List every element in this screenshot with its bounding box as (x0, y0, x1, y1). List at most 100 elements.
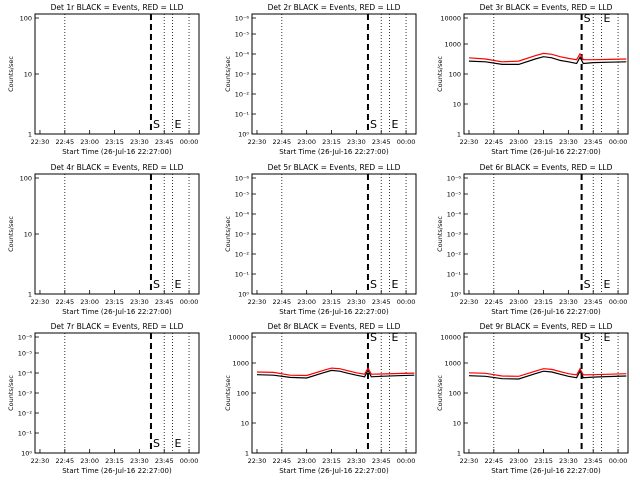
x-tick-label: 22:30 (248, 138, 267, 146)
y-tick-label: 10⁻⁵ (447, 191, 462, 199)
series-line-red (468, 52, 627, 63)
x-tick-label: 23:45 (584, 457, 603, 465)
y-tick-label: 10⁰ (450, 291, 461, 299)
x-tick-label: 22:45 (55, 138, 74, 146)
x-axis-label: Start Time (26-Jul-16 22:27:00) (62, 148, 172, 156)
x-tick-label: 23:00 (509, 138, 528, 146)
y-tick-label: 1 (457, 131, 461, 139)
y-tick-label: 10⁰ (21, 450, 32, 458)
y-tick-label: 10000 (440, 334, 461, 342)
y-tick-label: 10 (453, 420, 461, 428)
panel-title: Det 8r BLACK = Events, RED = LLD (268, 322, 401, 331)
y-tick-label: 1 (28, 131, 32, 139)
x-tick-label: 22:30 (31, 457, 50, 465)
x-tick-label: 23:30 (347, 298, 366, 306)
y-tick-label: 100 (449, 390, 461, 398)
y-tick-label: 1 (457, 450, 461, 458)
y-tick-label: 10 (241, 420, 249, 428)
x-tick-label: 23:15 (322, 457, 341, 465)
series-line-red (256, 366, 415, 377)
marker-label: E (603, 331, 610, 344)
x-tick-label: 23:45 (584, 298, 603, 306)
plot-frame (34, 173, 200, 295)
x-tick-label: 22:45 (272, 138, 291, 146)
x-tick-label: 00:00 (397, 457, 416, 465)
series-line-black (468, 369, 627, 380)
x-tick-label: 23:30 (559, 457, 578, 465)
x-axis-label: Start Time (26-Jul-16 22:27:00) (491, 467, 601, 475)
x-tick-label: 22:45 (55, 298, 74, 306)
y-tick-label: 10⁰ (238, 131, 249, 139)
x-axis-label: Start Time (26-Jul-16 22:27:00) (491, 148, 601, 156)
marker-label: E (603, 12, 610, 25)
marker-label: E (174, 437, 181, 450)
x-tick-label: 23:30 (347, 457, 366, 465)
y-axis-label: Counts/sec (224, 56, 232, 92)
marker-label: E (603, 278, 610, 291)
plot-frame (463, 173, 629, 295)
x-tick-label: 22:30 (248, 457, 267, 465)
x-tick-label: 00:00 (397, 138, 416, 146)
marker-label: E (391, 278, 398, 291)
series-line-black (256, 369, 415, 379)
x-tick-label: 23:15 (534, 457, 553, 465)
y-tick-label: 10⁻⁶ (235, 175, 250, 183)
y-tick-label: 10⁻⁵ (235, 191, 250, 199)
series-line-black (468, 56, 627, 66)
y-tick-label: 10⁻¹ (235, 111, 250, 119)
marker-label: S (153, 278, 160, 291)
x-tick-label: 23:00 (509, 457, 528, 465)
x-axis-label: Start Time (26-Jul-16 22:27:00) (491, 308, 601, 316)
plot-frame (463, 13, 629, 135)
panel-title: Det 6r BLACK = Events, RED = LLD (480, 163, 613, 172)
x-tick-label: 22:30 (248, 298, 267, 306)
x-tick-label: 23:45 (584, 138, 603, 146)
x-tick-label: 23:15 (105, 138, 124, 146)
marker-label: S (584, 12, 591, 25)
panel-title: Det 3r BLACK = Events, RED = LLD (480, 3, 613, 12)
x-tick-label: 22:30 (460, 457, 479, 465)
x-axis-label: Start Time (26-Jul-16 22:27:00) (62, 308, 172, 316)
plot-frame (251, 173, 417, 295)
x-tick-label: 23:30 (347, 138, 366, 146)
x-tick-label: 00:00 (609, 457, 628, 465)
x-axis-label: Start Time (26-Jul-16 22:27:00) (279, 148, 389, 156)
marker-label: S (370, 331, 377, 344)
panel-title: Det 4r BLACK = Events, RED = LLD (51, 163, 184, 172)
series-line-red (468, 367, 627, 377)
y-tick-label: 10⁻⁶ (447, 175, 462, 183)
x-tick-label: 23:45 (155, 457, 174, 465)
marker-label: E (391, 331, 398, 344)
marker-label: E (391, 118, 398, 131)
y-tick-label: 1000 (232, 360, 249, 368)
y-tick-label: 100 (449, 71, 461, 79)
x-tick-label: 23:15 (105, 457, 124, 465)
x-tick-label: 23:15 (105, 298, 124, 306)
x-tick-label: 23:45 (372, 138, 391, 146)
y-tick-label: 1000 (444, 41, 461, 49)
x-tick-label: 23:15 (534, 298, 553, 306)
x-tick-label: 23:00 (297, 298, 316, 306)
y-tick-label: 10⁻¹ (18, 430, 33, 438)
plot-frame (251, 13, 417, 135)
panel-title: Det 9r BLACK = Events, RED = LLD (480, 322, 613, 331)
y-axis-label: Counts/sec (224, 375, 232, 411)
y-axis-label: Counts/sec (7, 56, 15, 92)
marker-label: E (174, 278, 181, 291)
y-tick-label: 10⁻⁴ (235, 211, 250, 219)
x-tick-label: 23:30 (130, 138, 149, 146)
x-tick-label: 23:15 (322, 138, 341, 146)
x-tick-label: 22:45 (272, 298, 291, 306)
x-tick-label: 00:00 (180, 298, 199, 306)
x-tick-label: 22:45 (484, 298, 503, 306)
plot-frame (251, 332, 417, 454)
y-tick-label: 10⁻³ (235, 71, 250, 79)
x-tick-label: 00:00 (397, 298, 416, 306)
panel-title: Det 7r BLACK = Events, RED = LLD (51, 322, 184, 331)
y-tick-label: 100 (20, 15, 32, 23)
y-tick-label: 100 (20, 175, 32, 183)
y-tick-label: 10⁻⁶ (18, 334, 33, 342)
x-tick-label: 23:45 (155, 298, 174, 306)
y-tick-label: 10⁻² (235, 251, 250, 259)
y-axis-label: Counts/sec (7, 375, 15, 411)
